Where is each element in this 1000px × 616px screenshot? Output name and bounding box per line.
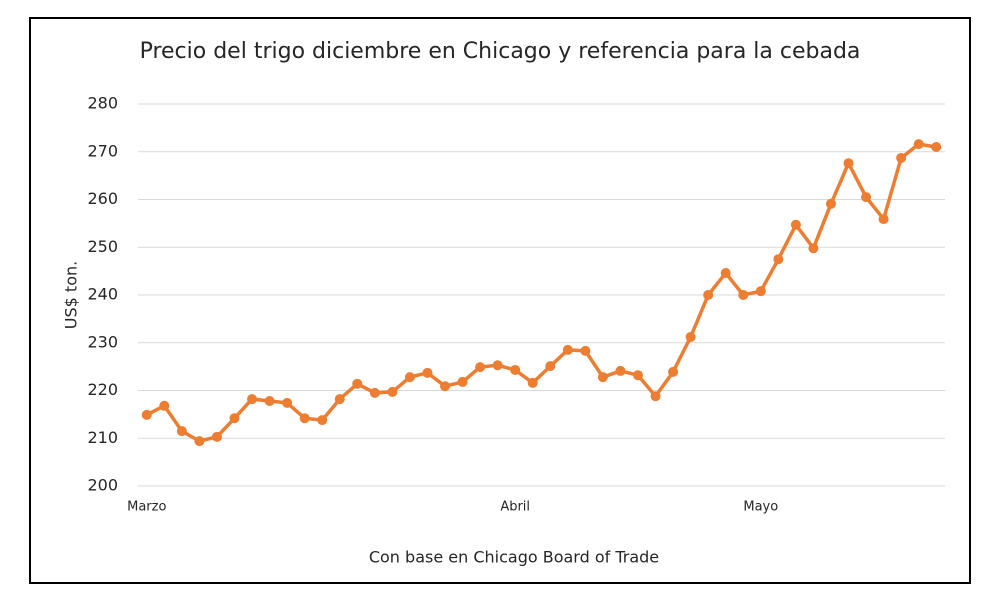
y-tick-label: 220 (87, 380, 118, 399)
data-point (317, 415, 328, 426)
data-point (773, 254, 784, 265)
x-tick-label: Abril (500, 500, 530, 515)
data-point (475, 362, 486, 373)
data-point (562, 344, 573, 355)
data-point (422, 367, 433, 378)
data-point (896, 152, 907, 163)
data-point (527, 377, 538, 388)
chart-border (29, 17, 971, 584)
data-point (194, 436, 205, 447)
data-line (145, 142, 937, 443)
data-point (913, 139, 924, 150)
y-tick-label: 270 (87, 141, 118, 160)
data-point (720, 268, 731, 279)
data-point (404, 372, 415, 383)
data-point (931, 141, 942, 152)
data-point (668, 366, 679, 377)
x-axis-title: Con base en Chicago Board of Trade (369, 548, 659, 567)
y-tick-label: 280 (87, 94, 118, 113)
x-tick-label: Marzo (127, 500, 166, 515)
y-axis-title: US$ ton. (62, 261, 81, 329)
data-point (176, 426, 187, 437)
data-point (211, 431, 222, 442)
data-point (334, 394, 345, 405)
data-point (457, 376, 468, 387)
y-tick-label: 210 (87, 428, 118, 447)
data-point (808, 243, 819, 254)
data-point (861, 192, 872, 203)
data-point (615, 365, 626, 376)
data-point (632, 370, 643, 381)
data-point (387, 386, 398, 397)
data-point (545, 361, 556, 372)
data-point (843, 158, 854, 169)
data-point (264, 396, 275, 407)
data-point (650, 391, 661, 402)
data-point (282, 397, 293, 408)
data-point (369, 387, 380, 398)
y-tick-label: 200 (87, 476, 118, 495)
data-point (790, 219, 801, 230)
data-point (878, 214, 889, 225)
data-point (755, 286, 766, 297)
chart-title: Precio del trigo diciembre en Chicago y … (140, 39, 861, 64)
data-point (159, 400, 170, 411)
data-point (825, 198, 836, 209)
y-tick-label: 230 (87, 332, 118, 351)
data-point (299, 413, 310, 424)
y-tick-label: 250 (87, 237, 118, 256)
y-tick-label: 240 (87, 285, 118, 304)
y-tick-label: 260 (87, 189, 118, 208)
data-point (247, 394, 258, 405)
data-point (492, 360, 503, 371)
data-point (580, 345, 591, 356)
data-point (352, 378, 363, 389)
data-point (597, 372, 608, 383)
data-point (440, 381, 451, 392)
x-tick-label: Mayo (743, 500, 778, 515)
data-point (738, 290, 749, 300)
data-point (229, 413, 240, 424)
data-point (703, 290, 714, 300)
data-point (141, 409, 152, 420)
data-point (685, 332, 696, 343)
data-point (510, 364, 521, 375)
